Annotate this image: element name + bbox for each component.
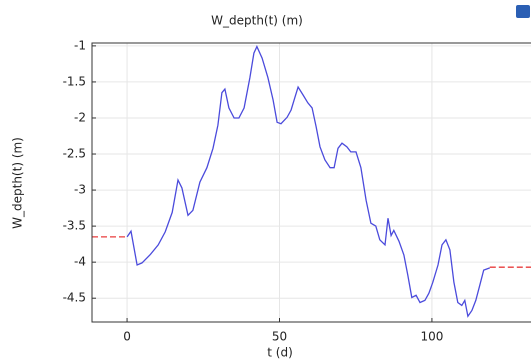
x-tick-label: 0 [123,330,131,344]
plot-frame [91,42,531,323]
chart-title: W_depth(t) (m) [211,14,303,28]
y-tick-label: -1.5 [63,74,86,88]
data-line [92,236,531,268]
y-tick-label: -4 [74,255,86,269]
x-tick-label: 100 [420,330,443,344]
y-tick-label: -3 [74,183,86,197]
x-tick-label: 50 [272,330,287,344]
y-tick-label: -2.5 [63,147,86,161]
y-tick-label: -3.5 [63,219,86,233]
y-tick-label: -2 [74,110,86,124]
data-line [126,45,491,318]
grid [92,43,531,322]
y-axis-label: W_depth(t) (m) [11,137,25,229]
x-axis-label: t (d) [267,346,293,360]
plot-area [92,45,531,318]
y-tick-label: -1 [74,38,86,52]
y-tick-label: -4.5 [63,291,86,305]
toolbar-icon[interactable] [516,5,530,18]
